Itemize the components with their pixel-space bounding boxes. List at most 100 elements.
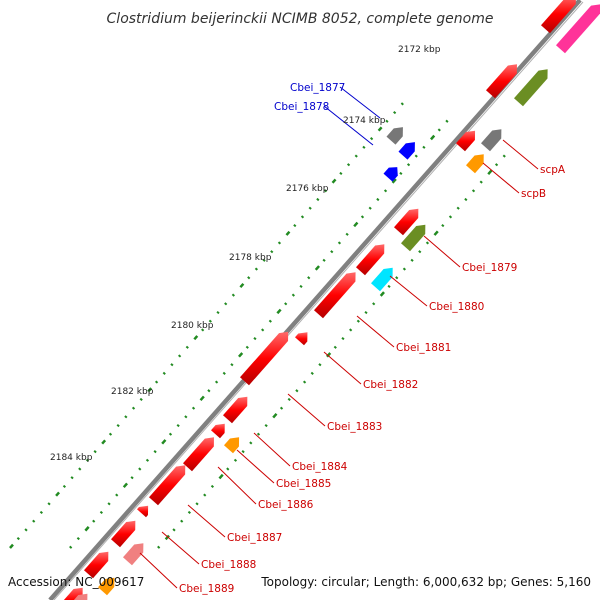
label-connector	[389, 275, 428, 307]
gene-label-cbei-1883[interactable]: Cbei_1883	[327, 421, 382, 433]
gene-feature[interactable]	[294, 332, 308, 346]
feature-cbei-1878b[interactable]	[383, 167, 398, 182]
gene-feature[interactable]	[485, 64, 517, 99]
gc-dot	[16, 536, 20, 541]
gc-dot	[84, 526, 90, 532]
gc-dot	[224, 302, 228, 306]
gene-label-cbei-1880[interactable]: Cbei_1880	[429, 301, 484, 313]
gene-label-cbei-1879[interactable]: Cbei_1879	[462, 262, 517, 274]
gc-dot	[322, 258, 326, 262]
gc-dot	[122, 482, 129, 488]
gc-dot	[239, 282, 245, 289]
gc-dot	[172, 528, 176, 532]
gc-dot	[130, 476, 134, 480]
gene-feature[interactable]	[465, 154, 484, 174]
gc-dot	[268, 319, 272, 323]
gene-label-cbei-1884[interactable]: Cbei_1884	[292, 461, 348, 473]
gc-dot	[502, 154, 506, 158]
gene-feature[interactable]	[540, 0, 576, 34]
gc-dot	[414, 154, 418, 158]
feature-cbei-1878[interactable]	[398, 142, 415, 160]
gc-dot	[479, 180, 483, 184]
topology-text: Topology: circular; Length: 6,000,632 bp…	[260, 575, 591, 589]
gc-dot	[168, 432, 173, 436]
gc-dot	[345, 232, 349, 236]
gc-dot	[191, 406, 196, 410]
gene-feature[interactable]	[313, 272, 356, 319]
label-connector	[323, 105, 374, 146]
gene-feature[interactable]	[513, 69, 548, 107]
gc-dot	[24, 528, 28, 532]
gc-dot	[256, 432, 261, 436]
gc-dot	[124, 415, 128, 419]
gc-dot	[287, 397, 291, 402]
gc-dot	[430, 134, 436, 141]
gc-dot	[147, 387, 153, 393]
gc-dot	[370, 137, 374, 141]
gc-dot	[307, 276, 311, 280]
label-connector	[287, 393, 326, 427]
gene-feature[interactable]	[555, 4, 600, 54]
gc-dot-tracks	[9, 102, 506, 549]
gene-label-cbei-1882[interactable]: Cbei_1882	[363, 379, 418, 391]
gene-label-cbei-1887[interactable]: Cbei_1887	[227, 532, 282, 544]
gc-dot	[170, 363, 174, 367]
gene-feature[interactable]	[455, 130, 476, 152]
gene-feature[interactable]	[223, 437, 240, 454]
gene-feature[interactable]	[122, 543, 144, 566]
gc-dot	[253, 337, 257, 341]
gene-label-cbei-1886[interactable]: Cbei_1886	[258, 499, 314, 511]
gc-dot	[379, 291, 385, 297]
gc-dot	[391, 178, 397, 184]
gc-dot	[326, 352, 332, 358]
gene-label-cbei-1878[interactable]: Cbei_1878	[274, 101, 329, 113]
gc-dot	[193, 335, 199, 341]
gene-feature[interactable]	[97, 577, 115, 596]
gene-feature[interactable]	[239, 331, 289, 386]
gc-dot	[9, 543, 14, 549]
gene-feature[interactable]	[480, 129, 502, 152]
gene-feature[interactable]	[370, 267, 393, 292]
gc-dot	[337, 241, 342, 245]
gene-label-cbei-1889[interactable]: Cbei_1889	[179, 583, 234, 595]
gc-dot	[276, 308, 282, 315]
gene-feature[interactable]	[182, 437, 214, 472]
gene-feature[interactable]	[393, 208, 419, 236]
gc-dot	[55, 491, 60, 497]
gc-dot	[364, 310, 368, 315]
gene-label-cbei-1877[interactable]: Cbei_1877	[290, 82, 345, 94]
gene-feature[interactable]	[136, 505, 149, 518]
gc-dot	[418, 250, 422, 254]
gene-label-cbei-1888[interactable]: Cbei_1888	[201, 559, 256, 571]
gene-feature[interactable]	[355, 244, 385, 276]
map-title: Clostridium beijerinckii NCIMB 8052, com…	[107, 11, 494, 27]
gene-feature[interactable]	[110, 520, 136, 548]
gc-dot	[254, 267, 259, 271]
gene-feature[interactable]	[71, 593, 88, 600]
gene-feature[interactable]	[222, 396, 248, 424]
gene-feature[interactable]	[83, 551, 109, 579]
gene-label-cbei-1885[interactable]: Cbei_1885	[276, 478, 331, 490]
gc-dot	[295, 389, 299, 393]
gene-feature[interactable]	[210, 423, 225, 439]
gc-dot	[387, 284, 391, 289]
gc-dot	[284, 302, 288, 306]
gene-feature[interactable]	[400, 224, 426, 252]
gc-dot	[76, 536, 80, 541]
gc-dot	[210, 484, 215, 488]
gc-dot	[176, 423, 180, 428]
gc-dot	[299, 284, 303, 289]
feature-track	[63, 0, 600, 600]
feature-cbei-1877[interactable]	[386, 127, 403, 145]
gene-feature[interactable]	[148, 465, 186, 506]
label-connectors	[139, 86, 539, 589]
gc-dot	[279, 406, 284, 410]
gc-dot	[310, 371, 314, 375]
gc-dot	[195, 502, 199, 506]
gene-label-scpa[interactable]: scpA	[540, 164, 566, 176]
gc-dot	[178, 354, 182, 358]
gc-dot	[162, 371, 166, 375]
gc-dot	[247, 276, 251, 280]
gene-label-cbei-1881[interactable]: Cbei_1881	[396, 342, 451, 354]
gene-label-scpb[interactable]: scpB	[521, 188, 546, 200]
